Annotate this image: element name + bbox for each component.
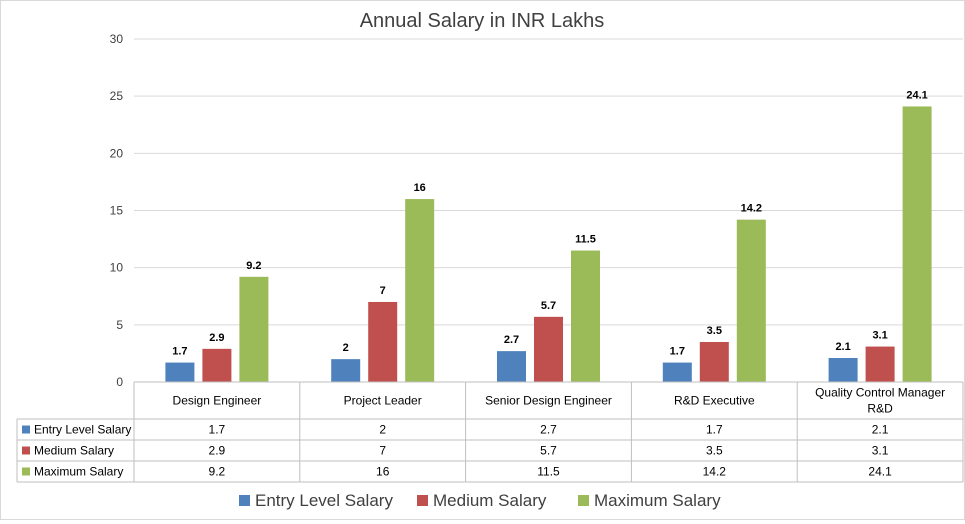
table-cell: 2.9 xyxy=(209,444,226,458)
data-label: 7 xyxy=(380,285,386,297)
y-axis-ticks: 0 5 10 15 20 25 30 xyxy=(110,32,124,389)
table-cell: 16 xyxy=(376,465,390,479)
bars xyxy=(165,106,932,382)
legend-label: Medium Salary xyxy=(433,491,547,510)
table-row-label: Entry Level Salary xyxy=(34,423,131,437)
bar-maximum-salary xyxy=(239,276,269,382)
data-label: 9.2 xyxy=(246,260,261,272)
table-cell: 24.1 xyxy=(868,465,892,479)
bar-maximum-salary xyxy=(736,219,766,382)
category-label: Project Leader xyxy=(344,394,422,408)
data-table: Design Engineer Project Leader Senior Desi… xyxy=(16,381,964,483)
bar-medium-salary xyxy=(368,301,398,382)
y-tick-label: 10 xyxy=(110,261,124,275)
legend-swatch xyxy=(578,495,589,506)
legend-label: Entry Level Salary xyxy=(255,491,393,510)
table-cell: 1.7 xyxy=(209,423,226,437)
data-label: 2.1 xyxy=(835,341,850,353)
bar-entry-level-salary xyxy=(497,351,526,382)
legend: Entry Level Salary Medium Salary Maximum S… xyxy=(239,491,721,510)
data-label: 14.2 xyxy=(741,203,762,215)
table-cell: 7 xyxy=(379,444,386,458)
data-label: 2.7 xyxy=(504,334,519,346)
bar-maximum-salary xyxy=(902,106,932,382)
bar-entry-level-salary xyxy=(662,362,692,382)
bar-entry-level-salary xyxy=(828,357,858,382)
data-label: 3.5 xyxy=(707,325,722,337)
legend-swatch xyxy=(417,495,428,506)
bar-medium-salary xyxy=(534,316,563,382)
table-cell: 2.1 xyxy=(872,423,889,437)
table-cell: 3.5 xyxy=(706,444,723,458)
table-cell: 2 xyxy=(379,423,386,437)
data-label: 16 xyxy=(414,182,426,194)
data-label: 1.7 xyxy=(172,346,187,358)
bar-maximum-salary xyxy=(405,199,435,382)
data-label: 3.1 xyxy=(872,330,887,342)
y-tick-label: 5 xyxy=(116,318,123,332)
category-label: R&D Executive xyxy=(674,394,755,408)
table-row-label: Maximum Salary xyxy=(34,465,123,479)
category-label: Senior Design Engineer xyxy=(485,394,612,408)
table-cell: 1.7 xyxy=(706,423,723,437)
category-label: Quality Control Manager xyxy=(815,386,945,400)
bar-entry-level-salary xyxy=(331,359,361,382)
legend-label: Maximum Salary xyxy=(594,491,721,510)
bar-medium-salary xyxy=(202,348,232,382)
y-tick-label: 15 xyxy=(110,204,124,218)
table-cell: 9.2 xyxy=(209,465,226,479)
legend-swatch xyxy=(239,495,250,506)
data-label: 1.7 xyxy=(670,346,685,358)
y-tick-label: 20 xyxy=(110,146,124,160)
data-label: 2 xyxy=(343,342,349,354)
legend-key xyxy=(22,467,30,476)
bar-medium-salary xyxy=(865,346,895,382)
bar-medium-salary xyxy=(699,341,729,382)
data-label: 11.5 xyxy=(575,234,596,246)
bar-entry-level-salary xyxy=(165,362,195,382)
category-label: Design Engineer xyxy=(173,394,262,408)
y-tick-label: 25 xyxy=(110,89,124,103)
bar-maximum-salary xyxy=(571,250,600,382)
legend-key xyxy=(22,425,30,434)
legend-key xyxy=(22,446,30,455)
data-labels: 1.7 2 2.7 1.7 2.1 2.9 7 5.7 3.5 3.1 9.2 16 11.5 14.2 2… xyxy=(172,89,928,357)
y-tick-label: 30 xyxy=(110,32,124,46)
table-row-label: Medium Salary xyxy=(34,444,114,458)
data-label: 24.1 xyxy=(906,89,927,101)
table-cell: 5.7 xyxy=(540,444,557,458)
table-cell: 3.1 xyxy=(872,444,889,458)
table-cell: 2.7 xyxy=(540,423,557,437)
table-cell: 14.2 xyxy=(703,465,727,479)
category-label: R&D xyxy=(867,402,893,416)
gridlines xyxy=(134,38,963,383)
table-cell: 11.5 xyxy=(537,465,560,479)
data-label: 2.9 xyxy=(209,332,224,344)
chart-title: Annual Salary in INR Lakhs xyxy=(360,10,605,32)
y-tick-label: 0 xyxy=(116,375,123,389)
data-label: 5.7 xyxy=(541,300,556,312)
